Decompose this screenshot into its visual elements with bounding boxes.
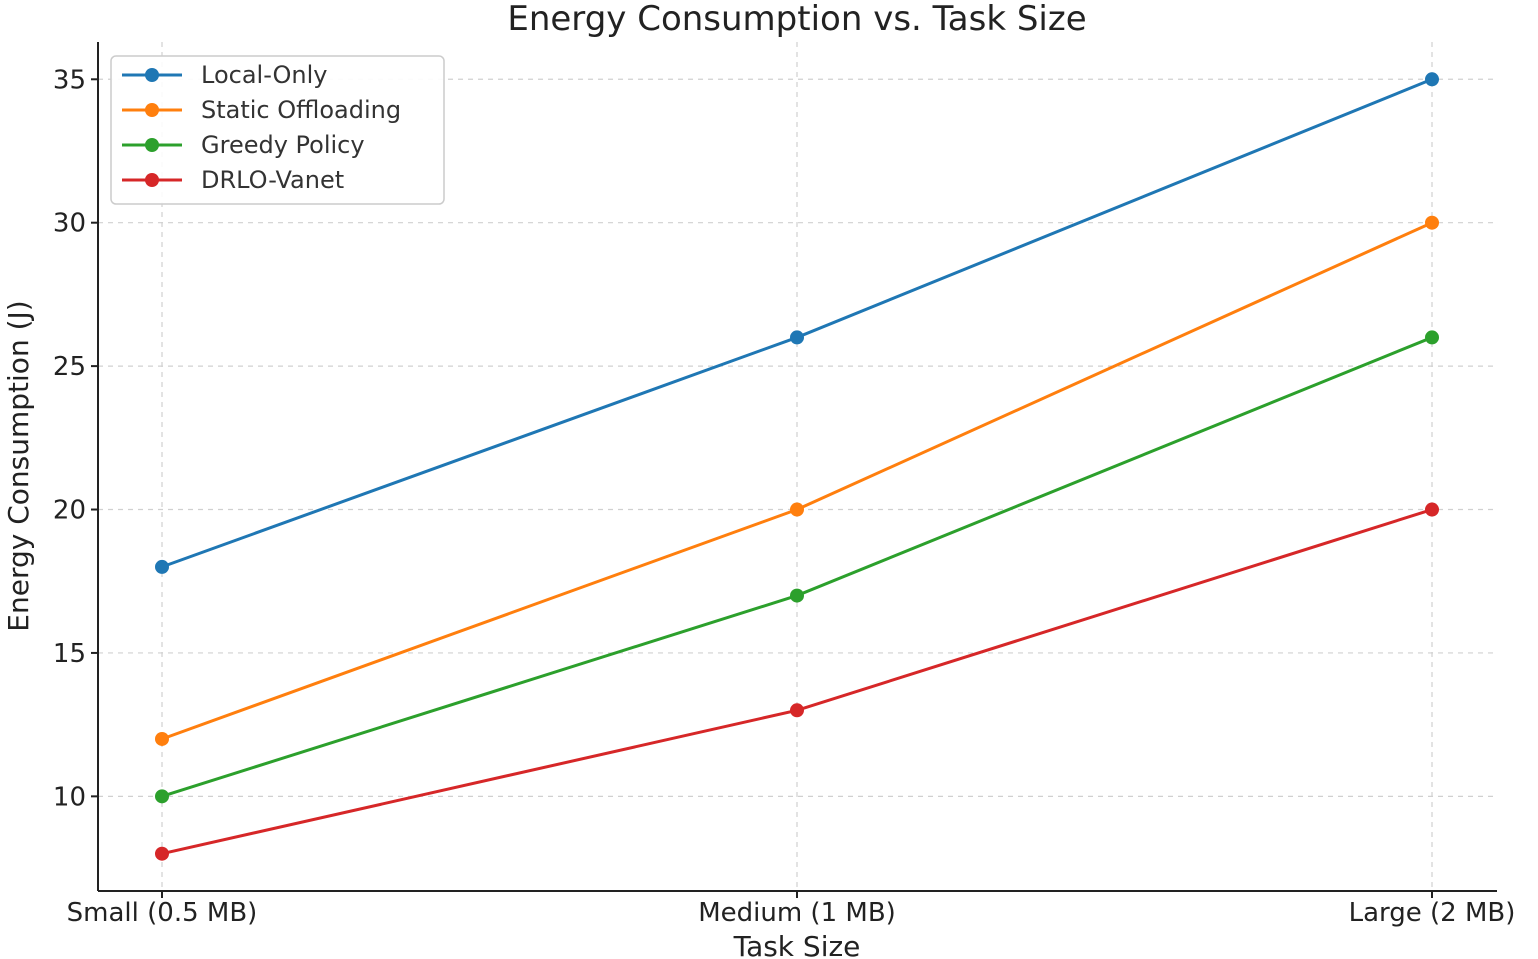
data-point [155, 731, 169, 746]
legend-entry-label: DRLO-Vanet [201, 166, 344, 194]
y-tick-label: 20 [53, 496, 86, 526]
legend: Local-Only Static Offloading Greedy Policy… [110, 55, 445, 205]
data-point [790, 703, 804, 718]
data-point [1425, 330, 1439, 345]
legend-frame [110, 55, 445, 205]
data-point [790, 502, 804, 517]
data-point [790, 330, 804, 345]
y-tick-label: 25 [53, 352, 86, 382]
x-tick-label: Large (2 MB) [1349, 898, 1516, 928]
y-tick-label: 30 [53, 209, 86, 239]
legend-swatch-marker [145, 103, 159, 117]
legend-swatch-marker [145, 173, 159, 187]
x-axis-label: Task Size [733, 930, 861, 959]
y-axis-label: Energy Consumption (J) [2, 300, 35, 631]
data-point [790, 588, 804, 603]
y-tick-label: 10 [53, 782, 86, 812]
data-point [155, 846, 169, 861]
series-line [161, 221, 1433, 741]
data-point [155, 789, 169, 804]
data-point [1425, 502, 1439, 517]
legend-entry-label: Static Offloading [201, 96, 401, 124]
legend-swatch-marker [145, 68, 159, 82]
chart-title: Energy Consumption vs. Task Size [507, 0, 1086, 39]
y-tick-label: 15 [53, 639, 86, 669]
series-lines [155, 72, 1439, 861]
x-tick-label: Small (0.5 MB) [67, 898, 258, 928]
tick-labels: Small (0.5 MB) Medium (1 MB) Large (2 MB) 1… [53, 65, 1515, 928]
legend-entry-label: Local-Only [201, 61, 328, 89]
x-tick-label: Medium (1 MB) [698, 898, 896, 928]
data-point [1425, 72, 1439, 87]
y-tick-label: 35 [53, 65, 86, 95]
data-point [155, 559, 169, 574]
legend-swatch-marker [145, 138, 159, 152]
legend-entry-label: Greedy Policy [201, 131, 365, 159]
data-point [1425, 215, 1439, 230]
